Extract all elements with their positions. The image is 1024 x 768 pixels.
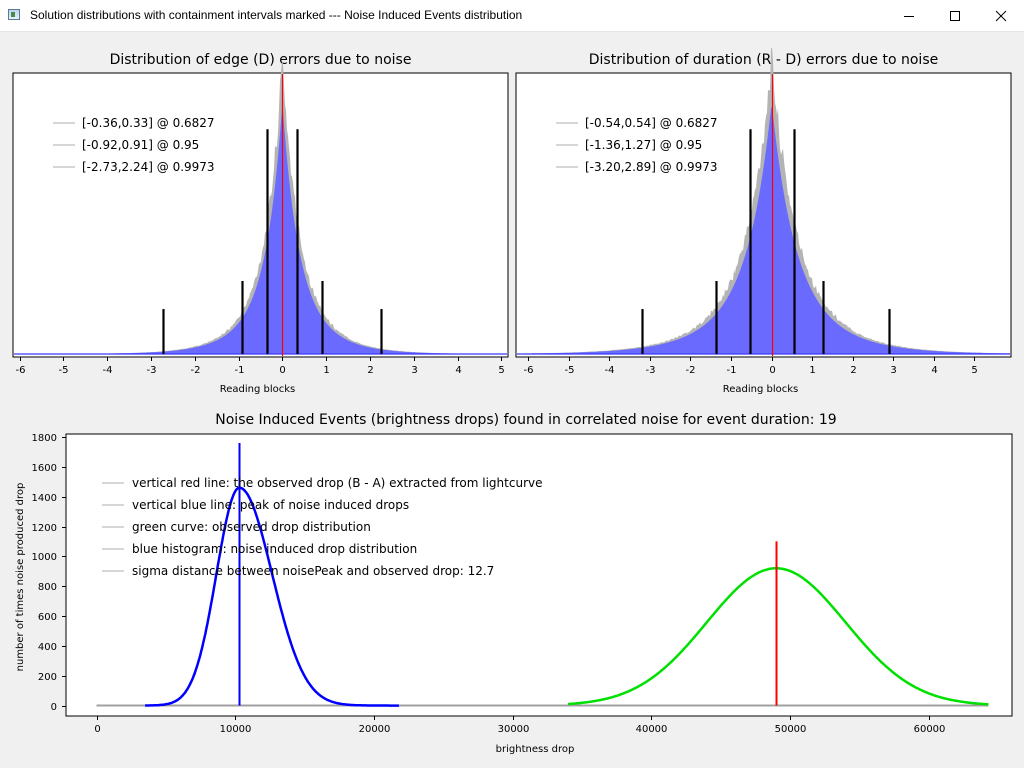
y-tick-label: 1200 (32, 523, 57, 534)
chart-title: Distribution of duration (R - D) errors … (589, 52, 938, 68)
x-tick-label: -6 (524, 365, 534, 376)
histogram-bars (14, 108, 507, 354)
legend-entry: [-0.92,0.91] @ 0.95 (82, 138, 199, 152)
x-tick-label: 2 (367, 365, 373, 376)
title-bar: Solution distributions with containment … (0, 0, 1024, 32)
y-tick-label: 1600 (32, 463, 57, 474)
y-tick-label: 600 (38, 612, 57, 623)
x-tick-label: -5 (59, 365, 69, 376)
legend-entry: [-0.54,0.54] @ 0.6827 (585, 116, 718, 130)
y-tick-label: 200 (38, 672, 57, 683)
x-tick-label: -4 (605, 365, 615, 376)
duration-error-chart: Distribution of duration (R - D) errors … (515, 47, 1012, 395)
x-tick-label: -2 (686, 365, 696, 376)
x-tick-label: 3 (890, 365, 896, 376)
chart-title: Distribution of edge (D) errors due to n… (110, 52, 412, 68)
y-tick-label: 800 (38, 582, 57, 593)
x-tick-label: 4 (455, 365, 461, 376)
x-tick-label: 5 (971, 365, 977, 376)
legend-entry: vertical blue line: peak of noise induce… (132, 498, 409, 512)
legend-entry: sigma distance between noisePeak and obs… (132, 564, 494, 578)
legend-entry: [-0.36,0.33] @ 0.6827 (82, 116, 215, 130)
x-tick-label: 1 (809, 365, 815, 376)
legend-entry: green curve: observed drop distribution (132, 520, 371, 534)
y-tick-label: 1000 (32, 552, 57, 563)
x-axis-label: brightness drop (496, 744, 575, 755)
close-button[interactable] (978, 0, 1024, 31)
histogram-bars (517, 106, 1010, 354)
maximize-icon (950, 10, 960, 21)
x-axis-label: Reading blocks (723, 384, 799, 395)
legend-entry: [-2.73,2.24] @ 0.9973 (82, 160, 215, 174)
x-tick-label: 40000 (636, 724, 668, 735)
y-tick-label: 0 (51, 702, 57, 713)
x-tick-label: 0 (94, 724, 100, 735)
y-tick-label: 1400 (32, 493, 57, 504)
x-tick-label: -1 (235, 365, 245, 376)
x-tick-label: 3 (411, 365, 417, 376)
x-tick-label: -3 (147, 365, 157, 376)
legend-entry: blue histogram: noise induced drop distr… (132, 542, 417, 556)
x-tick-label: -1 (727, 365, 737, 376)
x-tick-label: 0 (279, 365, 285, 376)
chart-title: Noise Induced Events (brightness drops) … (215, 412, 836, 428)
x-tick-label: -6 (16, 365, 26, 376)
edge-error-chart: Distribution of edge (D) errors due to n… (12, 52, 509, 395)
green-curve (568, 567, 989, 706)
minimize-button[interactable] (886, 0, 932, 31)
x-tick-label: 20000 (359, 724, 391, 735)
app-icon (8, 9, 20, 20)
blue-curve (144, 486, 400, 707)
x-tick-label: -5 (565, 365, 575, 376)
x-tick-label: 50000 (775, 724, 807, 735)
window-title: Solution distributions with containment … (30, 8, 523, 22)
x-tick-label: 4 (931, 365, 937, 376)
x-tick-label: 60000 (914, 724, 946, 735)
legend-entry: [-1.36,1.27] @ 0.95 (585, 138, 702, 152)
y-axis-label: number of times noise produced drop (15, 483, 26, 672)
x-tick-label: -2 (191, 365, 201, 376)
close-icon (995, 10, 1007, 21)
x-tick-label: 0 (769, 365, 775, 376)
maximize-button[interactable] (932, 0, 978, 31)
x-tick-label: 10000 (220, 724, 252, 735)
legend-entry: vertical red line: the observed drop (B … (132, 476, 542, 490)
x-axis-label: Reading blocks (220, 384, 296, 395)
minimize-icon (904, 15, 914, 17)
y-tick-label: 400 (38, 642, 57, 653)
legend-entry: [-3.20,2.89] @ 0.9973 (585, 160, 718, 174)
plot-area (65, 433, 1013, 717)
x-tick-label: 2 (850, 365, 856, 376)
x-tick-label: 5 (498, 365, 504, 376)
x-tick-label: 30000 (498, 724, 530, 735)
noise-events-chart: Noise Induced Events (brightness drops) … (15, 412, 1013, 755)
x-tick-label: 1 (323, 365, 329, 376)
x-tick-label: -4 (103, 365, 113, 376)
y-tick-label: 1800 (32, 433, 57, 444)
x-tick-label: -3 (646, 365, 656, 376)
